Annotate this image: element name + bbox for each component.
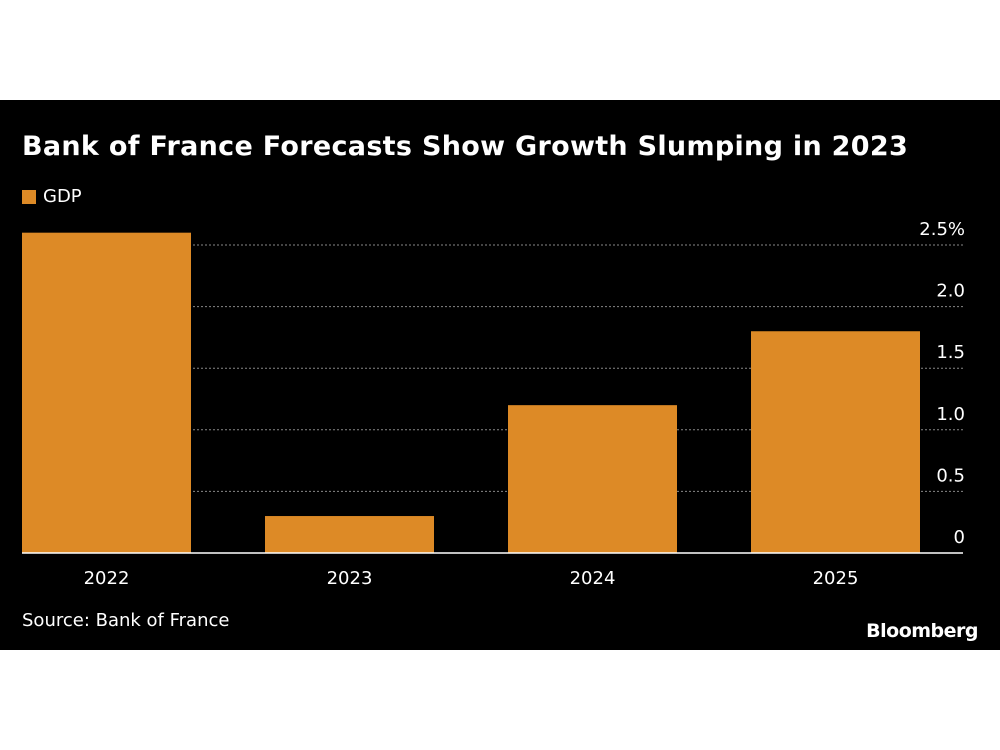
legend-swatch-gdp	[22, 189, 36, 204]
x-tick-label: 2022	[84, 568, 130, 589]
source-note: Source: Bank of France	[22, 610, 230, 631]
x-tick-label: 2024	[570, 568, 616, 589]
bar-2024	[508, 405, 677, 553]
x-tick-label: 2023	[327, 568, 373, 589]
x-tick-label: 2025	[813, 568, 859, 589]
bar-2023	[265, 516, 434, 553]
y-tick-label: 2.0	[936, 281, 965, 302]
chart-title: Bank of France Forecasts Show Growth Slu…	[22, 131, 909, 162]
y-tick-label: 1.0	[936, 404, 965, 425]
y-tick-label: 2.5%	[919, 219, 965, 240]
bar-2022	[22, 232, 191, 553]
y-tick-label: 0.5	[936, 465, 965, 486]
y-tick-label: 1.5	[936, 342, 965, 363]
legend-label-gdp: GDP	[43, 186, 82, 207]
legend: GDP	[22, 186, 82, 207]
bar-2025	[751, 331, 920, 553]
bloomberg-logo: Bloomberg	[866, 620, 978, 642]
y-tick-label: 0	[954, 527, 965, 548]
